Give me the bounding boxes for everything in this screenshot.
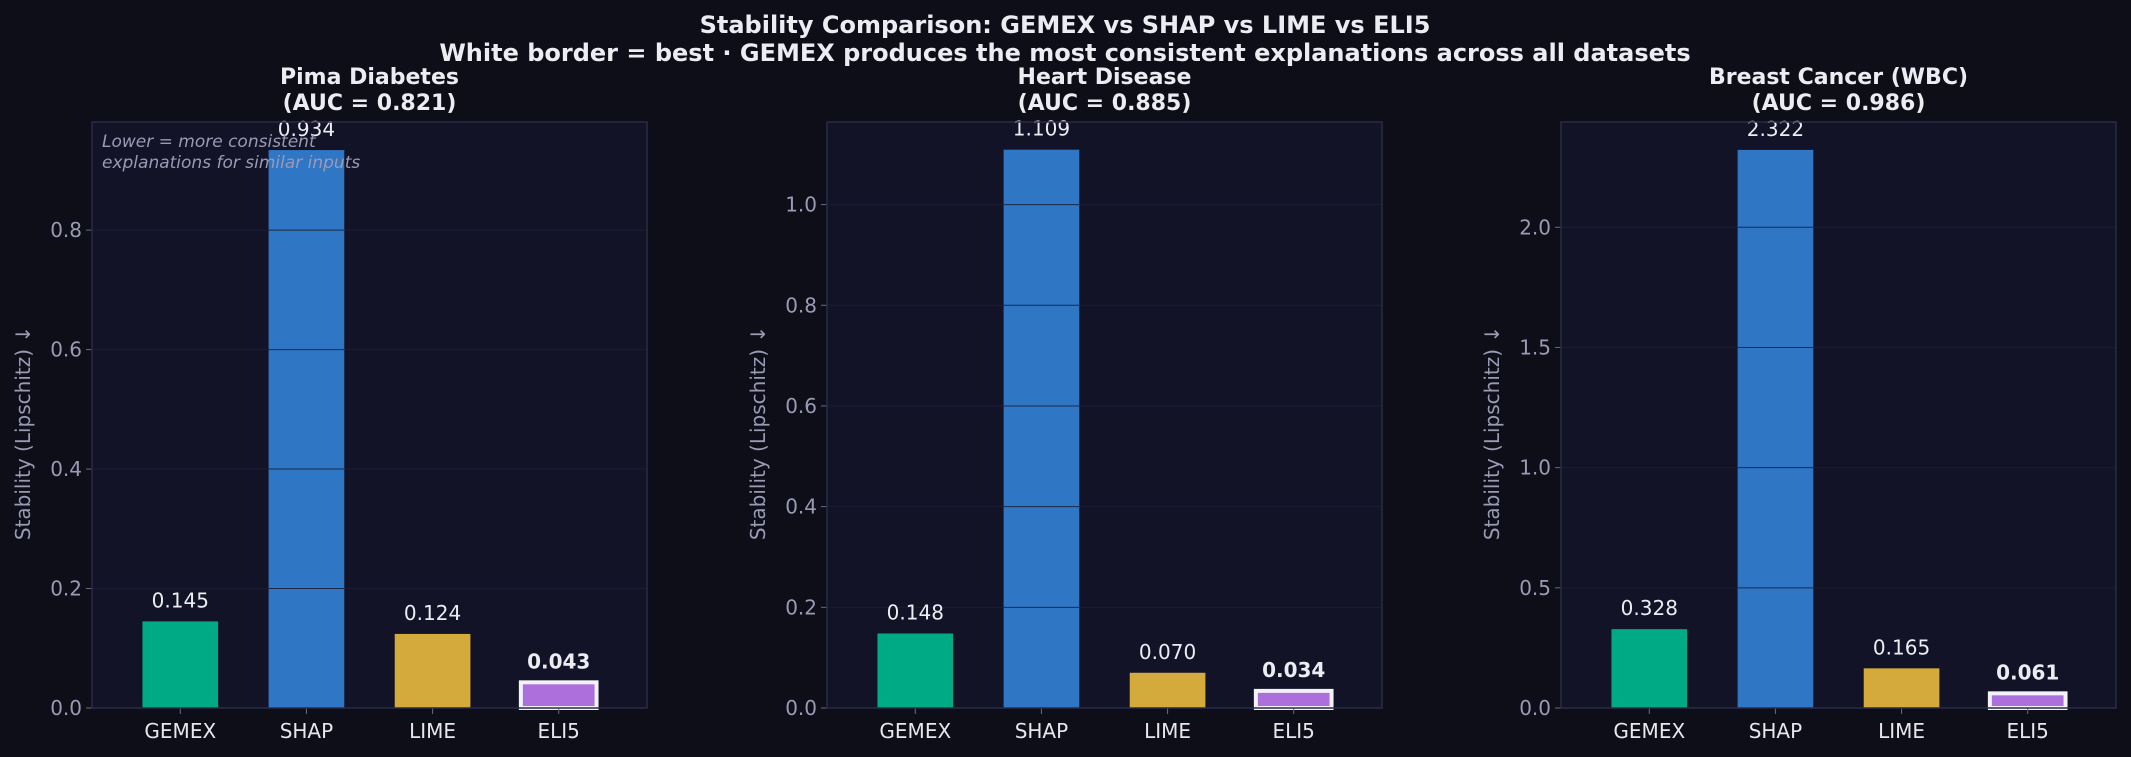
panel2-ytick-label: 1.0	[785, 193, 817, 217]
panel2-value-label-eli5: 0.034	[1262, 658, 1325, 682]
panel2-value-label-gemex: 0.148	[887, 600, 944, 624]
panel2-y-axis-label: Stability (Lipschitz) ↓	[746, 326, 770, 540]
panel1-bar-eli5	[518, 680, 599, 710]
panel2-ytick-label: 0.2	[785, 595, 817, 619]
panel1-ytick-label: 0.8	[50, 218, 82, 242]
panel2-category-label-lime: LIME	[1144, 719, 1191, 743]
panel3-ytick-label: 2.0	[1519, 215, 1551, 239]
panel3-bar-shap	[1737, 149, 1814, 709]
panel1-title: Pima Diabetes	[280, 65, 459, 90]
panel1-category-label-eli5: ELI5	[538, 719, 580, 743]
panel3-y-axis-label: Stability (Lipschitz) ↓	[1480, 326, 1504, 540]
panel3-frame	[1560, 121, 2117, 709]
panel1-annotation-line2: explanations for similar inputs	[102, 153, 360, 173]
panel3-plot-area	[1561, 122, 2116, 708]
panel1-value-label-gemex: 0.145	[152, 588, 209, 612]
panel3-value-label-gemex: 0.328	[1621, 596, 1678, 620]
panel2-title: Heart Disease	[1018, 65, 1192, 90]
panel2-category-label-eli5: ELI5	[1273, 719, 1315, 743]
panel3-bar-lime	[1863, 668, 1940, 708]
panel1-bar-lime	[394, 633, 471, 708]
panel2-subtitle: (AUC = 0.885)	[1018, 91, 1192, 116]
panel2-frame	[826, 121, 1383, 709]
panel1-value-label-eli5: 0.043	[527, 649, 590, 673]
panel3-ytick-label: 1.5	[1519, 335, 1551, 359]
panel3-value-label-shap: 2.322	[1747, 117, 1804, 141]
panel1-bar-shap	[268, 150, 345, 708]
panel1-ytick-label: 0.0	[50, 696, 82, 720]
panel3-ytick-label: 1.0	[1519, 456, 1551, 480]
panel1-plot-area	[92, 122, 647, 708]
panel1-category-label-gemex: GEMEX	[144, 719, 216, 743]
figure-title: Stability Comparison: GEMEX vs SHAP vs L…	[700, 11, 1431, 39]
panel3-ytick-label: 0.5	[1519, 576, 1551, 600]
panel2-ytick-label: 0.0	[785, 696, 817, 720]
panel2-ytick-label: 0.8	[785, 293, 817, 317]
panel1-value-label-lime: 0.124	[404, 601, 461, 625]
panel3-bar-eli5	[1987, 691, 2068, 710]
panel1-category-label-lime: LIME	[409, 719, 456, 743]
panel1-bar-gemex	[142, 621, 219, 708]
panel3-category-label-lime: LIME	[1878, 719, 1925, 743]
panel3-category-label-gemex: GEMEX	[1613, 719, 1685, 743]
panel1-ytick-label: 0.4	[50, 457, 82, 481]
panel2-bar-lime	[1129, 672, 1206, 708]
panel1-frame	[91, 121, 648, 709]
panel3-title: Breast Cancer (WBC)	[1709, 65, 1968, 90]
panel1-subtitle: (AUC = 0.821)	[283, 91, 457, 116]
panel2-category-label-shap: SHAP	[1015, 719, 1068, 743]
panel3-ytick-label: 0.0	[1519, 696, 1551, 720]
panel1-y-axis-label: Stability (Lipschitz) ↓	[11, 326, 35, 540]
panel2-bar-gemex	[877, 633, 954, 708]
figure-subtitle: White border = best · GEMEX produces the…	[439, 39, 1690, 67]
panel2-value-label-shap: 1.109	[1013, 117, 1070, 141]
panel1-value-label-shap: 0.934	[278, 117, 335, 141]
panel2-bar-shap	[1003, 149, 1080, 708]
panel3-value-label-lime: 0.165	[1873, 635, 1930, 659]
panel1-category-label-shap: SHAP	[280, 719, 333, 743]
panel3-category-label-eli5: ELI5	[2007, 719, 2049, 743]
panel2-plot-area	[827, 122, 1382, 708]
panel2-ytick-label: 0.6	[785, 394, 817, 418]
panel1-annotation-line1: Lower = more consistent	[102, 132, 317, 152]
panel1-ytick-label: 0.6	[50, 338, 82, 362]
panel2-bar-eli5	[1253, 688, 1334, 711]
panel3-category-label-shap: SHAP	[1749, 719, 1802, 743]
panel2-ytick-label: 0.4	[785, 495, 817, 519]
panel2-category-label-gemex: GEMEX	[879, 719, 951, 743]
panel1-ytick-label: 0.2	[50, 577, 82, 601]
panel3-value-label-eli5: 0.061	[1996, 660, 2059, 684]
panel3-subtitle: (AUC = 0.986)	[1752, 91, 1926, 116]
panel2-value-label-lime: 0.070	[1139, 640, 1196, 664]
panel3-bar-gemex	[1611, 629, 1688, 708]
